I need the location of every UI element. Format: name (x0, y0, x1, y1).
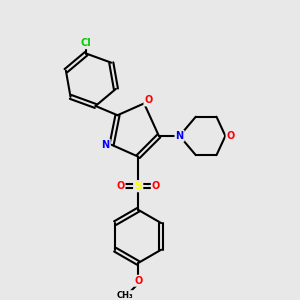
Text: O: O (152, 181, 160, 191)
Text: O: O (226, 131, 235, 141)
Text: N: N (176, 131, 184, 141)
Text: O: O (116, 181, 124, 191)
Text: S: S (134, 181, 142, 191)
Text: O: O (144, 95, 153, 106)
Text: Cl: Cl (81, 38, 92, 48)
Text: N: N (102, 140, 110, 150)
Text: O: O (134, 276, 142, 286)
Text: CH₃: CH₃ (117, 291, 133, 300)
